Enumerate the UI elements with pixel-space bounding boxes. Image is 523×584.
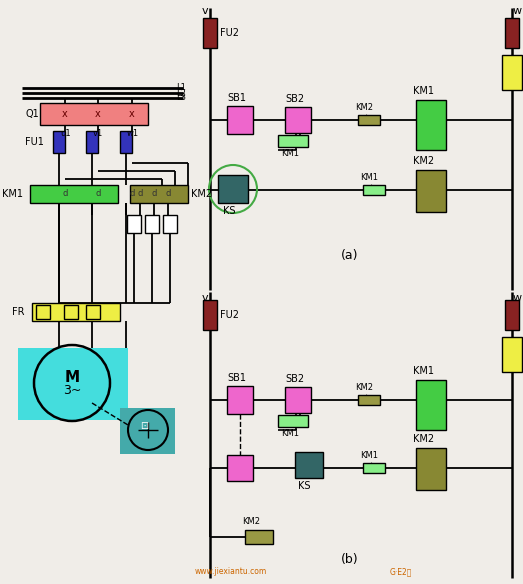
Text: KM2: KM2 bbox=[242, 516, 260, 526]
Bar bbox=[130, 185, 188, 203]
Text: L2: L2 bbox=[176, 89, 186, 98]
Text: FU2: FU2 bbox=[220, 310, 239, 320]
Text: KM1: KM1 bbox=[413, 366, 434, 376]
Text: G·E2图: G·E2图 bbox=[390, 568, 412, 576]
Text: v: v bbox=[202, 293, 208, 303]
Bar bbox=[285, 387, 311, 413]
Bar bbox=[416, 100, 446, 150]
Text: w1: w1 bbox=[127, 128, 139, 137]
Text: SB1: SB1 bbox=[227, 373, 246, 383]
Text: KM2: KM2 bbox=[191, 189, 212, 199]
Text: FU2: FU2 bbox=[522, 310, 523, 320]
Bar bbox=[502, 337, 522, 372]
Text: FR: FR bbox=[12, 307, 25, 317]
Bar bbox=[416, 448, 446, 490]
Text: d: d bbox=[62, 189, 67, 199]
Bar bbox=[203, 300, 217, 330]
Text: FU2: FU2 bbox=[522, 28, 523, 38]
Text: 3~: 3~ bbox=[63, 384, 81, 398]
Text: KM1: KM1 bbox=[360, 172, 378, 182]
Bar bbox=[358, 115, 380, 125]
Bar bbox=[30, 185, 118, 203]
Text: KM2: KM2 bbox=[413, 156, 434, 166]
Bar bbox=[120, 408, 175, 454]
Text: KS: KS bbox=[298, 481, 311, 491]
Text: KM1: KM1 bbox=[281, 429, 299, 439]
Bar bbox=[227, 106, 253, 134]
Text: Q1: Q1 bbox=[25, 109, 39, 119]
Text: v: v bbox=[202, 6, 208, 16]
Bar bbox=[278, 135, 308, 147]
Bar bbox=[145, 215, 159, 233]
Bar bbox=[285, 107, 311, 133]
Text: d: d bbox=[95, 189, 101, 199]
Text: x: x bbox=[62, 109, 68, 119]
Bar bbox=[505, 18, 519, 48]
Text: L3: L3 bbox=[176, 93, 186, 103]
Text: d: d bbox=[165, 189, 170, 199]
Bar bbox=[416, 380, 446, 430]
Text: KM1: KM1 bbox=[413, 86, 434, 96]
Bar bbox=[40, 103, 148, 125]
Bar bbox=[86, 305, 100, 319]
Bar bbox=[53, 131, 65, 153]
Text: (a): (a) bbox=[341, 249, 359, 262]
Bar bbox=[163, 215, 177, 233]
Text: d: d bbox=[129, 189, 135, 199]
Bar bbox=[127, 215, 141, 233]
Text: KM1: KM1 bbox=[281, 150, 299, 158]
Bar bbox=[363, 463, 385, 473]
Bar bbox=[64, 305, 78, 319]
Bar bbox=[18, 348, 128, 420]
Text: FU2: FU2 bbox=[220, 28, 239, 38]
Text: KM1: KM1 bbox=[2, 189, 23, 199]
Text: x: x bbox=[95, 109, 101, 119]
Text: KM2: KM2 bbox=[413, 434, 434, 444]
Bar bbox=[295, 452, 323, 478]
Text: (b): (b) bbox=[341, 554, 359, 566]
Bar bbox=[245, 530, 273, 544]
Text: M: M bbox=[64, 370, 79, 384]
Text: FU1: FU1 bbox=[25, 137, 44, 147]
Bar bbox=[278, 415, 308, 427]
Bar bbox=[36, 305, 50, 319]
Bar bbox=[32, 303, 120, 321]
Text: x: x bbox=[129, 109, 135, 119]
Bar bbox=[203, 18, 217, 48]
Bar bbox=[120, 131, 132, 153]
Bar bbox=[227, 455, 253, 481]
Text: u1: u1 bbox=[60, 128, 71, 137]
Text: SB2: SB2 bbox=[285, 94, 304, 104]
Bar bbox=[505, 300, 519, 330]
Text: d: d bbox=[138, 189, 143, 199]
Bar bbox=[218, 175, 248, 203]
Text: KM1: KM1 bbox=[360, 450, 378, 460]
Text: L1: L1 bbox=[176, 84, 186, 92]
Text: SB1: SB1 bbox=[227, 93, 246, 103]
Text: w: w bbox=[513, 293, 521, 303]
Bar bbox=[416, 170, 446, 212]
Bar bbox=[363, 185, 385, 195]
Bar bbox=[358, 395, 380, 405]
Bar bbox=[227, 386, 253, 414]
Text: w: w bbox=[513, 6, 521, 16]
Bar bbox=[502, 55, 522, 90]
Text: KS: KS bbox=[223, 206, 235, 216]
Text: SB2: SB2 bbox=[285, 374, 304, 384]
Bar bbox=[86, 131, 98, 153]
Text: v1: v1 bbox=[93, 128, 103, 137]
Text: KM2: KM2 bbox=[355, 383, 373, 391]
Text: d: d bbox=[151, 189, 157, 199]
Text: ⊡: ⊡ bbox=[140, 421, 148, 431]
Text: www.jiexiantu.com: www.jiexiantu.com bbox=[195, 568, 267, 576]
Text: KM2: KM2 bbox=[355, 103, 373, 112]
